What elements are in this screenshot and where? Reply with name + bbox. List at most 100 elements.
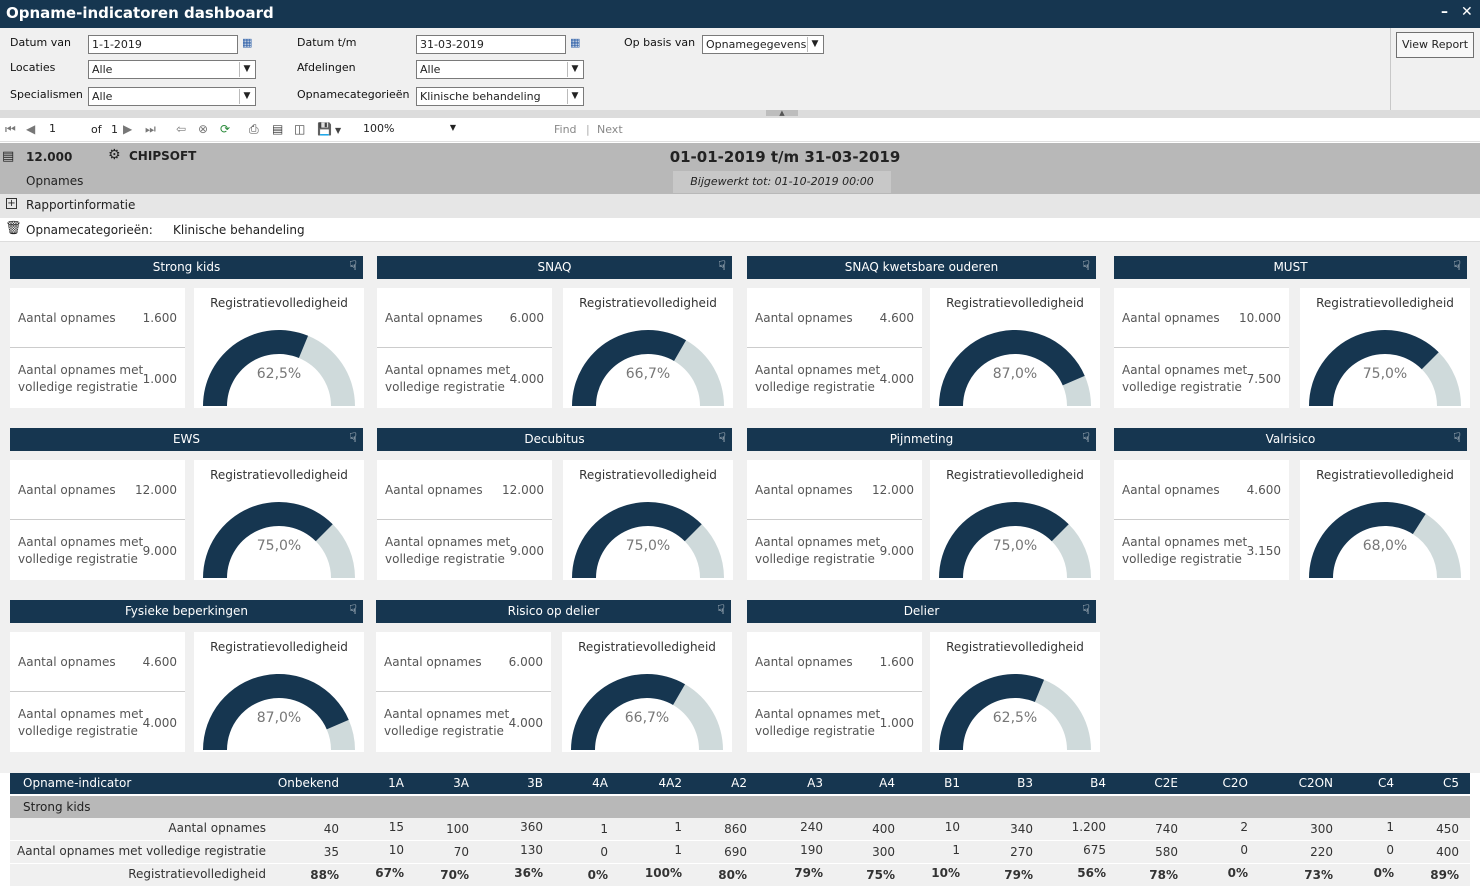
trash-icon[interactable]: 🗑 <box>5 221 22 236</box>
column-header: C2E <box>1154 776 1178 790</box>
row-label: Aantal opnames met volledige registratie <box>17 844 266 858</box>
volledige-registratie-value: 9.000 <box>879 544 914 558</box>
aantal-opnames-row: Aantal opnames 1.600 <box>747 632 922 692</box>
report-info-row[interactable]: + Rapportinformatie <box>0 194 1480 218</box>
drilldown-hand-icon[interactable]: ☟ <box>718 431 726 446</box>
card-title[interactable]: Decubitus ☟ <box>377 428 732 451</box>
card-title-label: Fysieke beperkingen <box>124 604 249 618</box>
chevron-down-icon[interactable]: ▼ <box>567 89 582 104</box>
aantal-opnames-row: Aantal opnames 12.000 <box>747 460 922 520</box>
card-title[interactable]: Risico op delier ☟ <box>376 600 731 623</box>
drilldown-hand-icon[interactable]: ☟ <box>1082 259 1090 274</box>
back-icon[interactable]: ⇦ <box>176 122 187 136</box>
report-info-label: Rapportinformatie <box>26 198 136 212</box>
card-title[interactable]: SNAQ ☟ <box>377 256 732 279</box>
page-input[interactable]: 1 <box>49 122 56 135</box>
drilldown-hand-icon[interactable]: ☟ <box>349 603 357 618</box>
op-basis-select[interactable]: Opnamegegevens ▼ <box>702 35 824 54</box>
prev-page-icon[interactable]: ◀ <box>26 122 36 136</box>
drilldown-hand-icon[interactable]: ☟ <box>349 431 357 446</box>
card-title[interactable]: Pijnmeting ☟ <box>747 428 1096 451</box>
aantal-opnames-label: Aantal opnames <box>1122 311 1220 325</box>
table-cell: 1 <box>674 843 682 857</box>
card-metrics: Aantal opnames 12.000 Aantal opnames met vo… <box>10 460 185 580</box>
of-label: of <box>91 123 102 136</box>
aantal-opnames-row: Aantal opnames 12.000 <box>10 460 185 520</box>
datum-tm-input[interactable]: 31-03-2019 <box>416 35 566 54</box>
gauge-title: Registratievolledigheid <box>210 640 348 654</box>
zoom-select[interactable]: 100% ▼ <box>360 121 460 138</box>
collapse-icon[interactable]: ▲ <box>766 110 798 117</box>
card-title[interactable]: Delier ☟ <box>747 600 1096 623</box>
volledige-registratie-label-line1: Aantal opnames met <box>385 535 511 549</box>
column-header: B4 <box>1090 776 1106 790</box>
calendar-icon[interactable]: ▦ <box>242 36 253 49</box>
drilldown-hand-icon[interactable]: ☟ <box>1082 431 1090 446</box>
table-cell: 360 <box>520 820 543 834</box>
datum-van-input[interactable]: 1-1-2019 <box>88 35 238 54</box>
view-report-button[interactable]: View Report <box>1396 32 1474 58</box>
chevron-down-icon[interactable]: ▼ <box>239 62 254 77</box>
drilldown-hand-icon[interactable]: ☟ <box>349 259 357 274</box>
volledige-registratie-label-line2: volledige registratie <box>755 724 875 738</box>
gauge-panel: Registratievolledigheid 75,0% <box>563 460 733 580</box>
gauge-filled-arc <box>203 674 349 750</box>
drilldown-hand-icon[interactable]: ☟ <box>1453 259 1461 274</box>
locaties-select[interactable]: Alle ▼ <box>88 60 256 79</box>
table-cell: 73% <box>1304 868 1333 882</box>
table-cell: 79% <box>794 866 823 880</box>
drilldown-hand-icon[interactable]: ☟ <box>1082 603 1090 618</box>
table-cell: 88% <box>310 868 339 882</box>
afdelingen-select[interactable]: Alle ▼ <box>416 60 584 79</box>
card-title[interactable]: Valrisico ☟ <box>1114 428 1467 451</box>
card-title[interactable]: SNAQ kwetsbare ouderen ☟ <box>747 256 1096 279</box>
calendar-icon[interactable]: ▦ <box>570 36 581 49</box>
next-link[interactable]: Next <box>597 123 623 136</box>
volledige-registratie-label-line1: Aantal opnames met <box>755 535 881 549</box>
chevron-down-icon[interactable]: ▼ <box>567 62 582 77</box>
drilldown-hand-icon[interactable]: ☟ <box>717 603 725 618</box>
gauge-chart: 68,0% <box>1309 502 1461 578</box>
card-title[interactable]: MUST ☟ <box>1114 256 1467 279</box>
refresh-icon[interactable]: ⟳ <box>220 122 231 136</box>
expand-icon[interactable]: + <box>6 198 17 209</box>
table-cell: 220 <box>1310 845 1333 859</box>
drilldown-hand-icon[interactable]: ☟ <box>718 259 726 274</box>
gauge-filled-arc <box>203 502 333 578</box>
card-title[interactable]: Fysieke beperkingen ☟ <box>10 600 363 623</box>
page-setup-icon[interactable]: ◫ <box>294 122 306 136</box>
gauge-remaining-arc <box>684 524 724 578</box>
column-header: A2 <box>731 776 747 790</box>
export-dropdown-icon[interactable]: ▼ <box>335 126 342 135</box>
chevron-down-icon[interactable]: ▼ <box>807 37 822 52</box>
volledige-registratie-row: Aantal opnames met volledige registratie 4… <box>377 349 552 408</box>
table-cell: 300 <box>1310 822 1333 836</box>
find-input[interactable] <box>470 121 542 138</box>
gauge-panel: Registratievolledigheid 87,0% <box>194 632 364 752</box>
card-title[interactable]: Strong kids ☟ <box>10 256 363 279</box>
export-icon[interactable]: 💾 <box>317 122 332 136</box>
panel-splitter[interactable]: ▲ <box>0 110 1480 118</box>
last-page-icon[interactable]: ⏭ <box>145 122 156 136</box>
print-layout-icon[interactable]: ▤ <box>272 122 284 136</box>
chevron-down-icon[interactable]: ▼ <box>239 89 254 104</box>
gauge-chart: 62,5% <box>203 330 355 406</box>
gauge-filled-arc <box>572 330 687 406</box>
print-icon[interactable]: ⎙ <box>249 122 259 136</box>
chevron-down-icon[interactable]: ▼ <box>449 123 456 132</box>
gauge-panel: Registratievolledigheid 68,0% <box>1300 460 1470 580</box>
report-header: ▤ 12.000 ⚙ CHIPSOFT Opnames 01-01-2019 t… <box>0 143 1480 194</box>
opnamecat-select[interactable]: Klinische behandeling ▼ <box>416 87 584 106</box>
first-page-icon[interactable]: ⏮ <box>5 122 16 136</box>
updated-timestamp: Bijgewerkt tot: 01-10-2019 00:00 <box>673 171 891 193</box>
specialismen-select[interactable]: Alle ▼ <box>88 87 256 106</box>
close-icon[interactable]: ✕ <box>1461 4 1473 20</box>
drilldown-hand-icon[interactable]: ☟ <box>1453 431 1461 446</box>
find-link[interactable]: Find <box>554 123 577 136</box>
table-row: Aantal opnames met volledige registratie… <box>10 841 1470 863</box>
stop-icon[interactable]: ⊗ <box>198 122 209 136</box>
card-title[interactable]: EWS ☟ <box>10 428 363 451</box>
minimize-icon[interactable]: – <box>1441 4 1448 20</box>
next-page-icon[interactable]: ▶ <box>123 122 133 136</box>
gauge-panel: Registratievolledigheid 75,0% <box>930 460 1100 580</box>
